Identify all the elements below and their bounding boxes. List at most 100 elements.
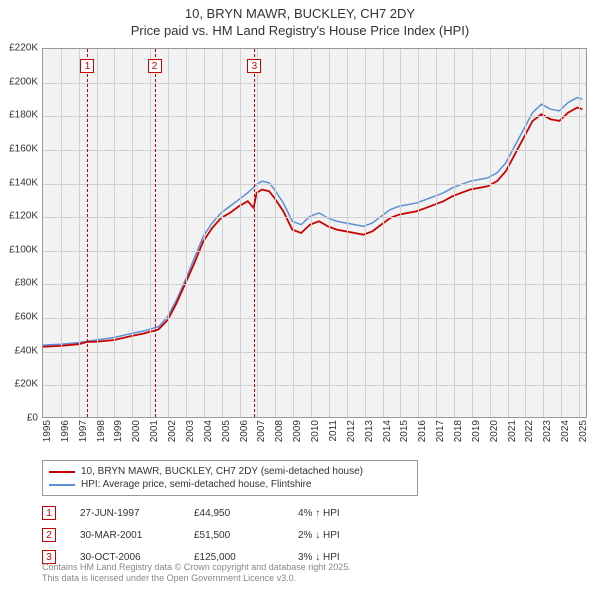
x-axis: 1995199619971998199920002001200220032004… — [42, 418, 587, 458]
x-tick-label: 2011 — [328, 420, 339, 442]
gridline-v — [490, 49, 491, 417]
attribution-line-2: This data is licensed under the Open Gov… — [42, 573, 351, 584]
gridline-v — [311, 49, 312, 417]
event-row-price: £51,500 — [194, 530, 274, 541]
gridline-v — [168, 49, 169, 417]
y-tick-label: £120K — [9, 211, 38, 222]
event-marker: 3 — [247, 59, 261, 73]
gridline-v — [293, 49, 294, 417]
legend-label: 10, BRYN MAWR, BUCKLEY, CH7 2DY (semi-de… — [81, 466, 363, 477]
x-tick-label: 2018 — [453, 420, 464, 442]
gridline-v — [222, 49, 223, 417]
title-line-1: 10, BRYN MAWR, BUCKLEY, CH7 2DY — [0, 6, 600, 23]
series-price_paid — [43, 108, 582, 347]
event-row-marker: 2 — [42, 528, 56, 542]
event-row-marker: 1 — [42, 506, 56, 520]
x-tick-label: 2013 — [364, 420, 375, 442]
event-row-price: £125,000 — [194, 552, 274, 563]
event-row-pct: 4% ↑ HPI — [298, 508, 378, 519]
series-hpi — [43, 98, 582, 346]
legend: 10, BRYN MAWR, BUCKLEY, CH7 2DY (semi-de… — [42, 460, 418, 496]
x-tick-label: 2021 — [507, 420, 518, 442]
gridline-v — [418, 49, 419, 417]
legend-label: HPI: Average price, semi-detached house,… — [81, 479, 312, 490]
gridline-h — [43, 284, 586, 285]
y-tick-label: £200K — [9, 76, 38, 87]
x-tick-label: 2003 — [185, 420, 196, 442]
gridline-h — [43, 352, 586, 353]
event-line — [87, 49, 88, 417]
legend-row: 10, BRYN MAWR, BUCKLEY, CH7 2DY (semi-de… — [49, 465, 411, 478]
gridline-v — [561, 49, 562, 417]
gridline-h — [43, 184, 586, 185]
x-tick-label: 2017 — [435, 420, 446, 442]
event-line — [155, 49, 156, 417]
x-tick-label: 1995 — [42, 420, 53, 442]
x-tick-label: 2007 — [256, 420, 267, 442]
x-tick-label: 2016 — [417, 420, 428, 442]
x-tick-label: 2019 — [471, 420, 482, 442]
gridline-v — [436, 49, 437, 417]
x-tick-label: 2008 — [274, 420, 285, 442]
y-axis: £0£20K£40K£60K£80K£100K£120K£140K£160K£1… — [0, 48, 42, 418]
x-tick-label: 2023 — [542, 420, 553, 442]
gridline-v — [454, 49, 455, 417]
y-tick-label: £220K — [9, 43, 38, 54]
x-tick-label: 1996 — [60, 420, 71, 442]
events-table: 127-JUN-1997£44,9504% ↑ HPI230-MAR-2001£… — [42, 502, 378, 568]
x-tick-label: 2001 — [149, 420, 160, 442]
x-tick-label: 2010 — [310, 420, 321, 442]
gridline-h — [43, 217, 586, 218]
gridline-v — [150, 49, 151, 417]
x-tick-label: 2006 — [239, 420, 250, 442]
x-tick-label: 1999 — [113, 420, 124, 442]
attribution: Contains HM Land Registry data © Crown c… — [42, 562, 351, 584]
event-row: 230-MAR-2001£51,5002% ↓ HPI — [42, 524, 378, 546]
event-row: 127-JUN-1997£44,9504% ↑ HPI — [42, 502, 378, 524]
x-tick-label: 2020 — [489, 420, 500, 442]
gridline-v — [508, 49, 509, 417]
gridline-v — [383, 49, 384, 417]
x-tick-label: 2000 — [131, 420, 142, 442]
gridline-h — [43, 251, 586, 252]
event-row-pct: 2% ↓ HPI — [298, 530, 378, 541]
gridline-v — [97, 49, 98, 417]
gridline-v — [365, 49, 366, 417]
x-tick-label: 2024 — [560, 420, 571, 442]
gridline-v — [79, 49, 80, 417]
x-tick-label: 2025 — [578, 420, 589, 442]
x-tick-label: 1997 — [78, 420, 89, 442]
gridline-v — [132, 49, 133, 417]
x-tick-label: 2014 — [382, 420, 393, 442]
y-tick-label: £0 — [27, 413, 38, 424]
gridline-v — [114, 49, 115, 417]
y-tick-label: £100K — [9, 244, 38, 255]
gridline-v — [525, 49, 526, 417]
x-tick-label: 2022 — [524, 420, 535, 442]
event-row-pct: 3% ↓ HPI — [298, 552, 378, 563]
y-tick-label: £40K — [15, 345, 38, 356]
title-line-2: Price paid vs. HM Land Registry's House … — [0, 23, 600, 40]
gridline-h — [43, 116, 586, 117]
x-tick-label: 2002 — [167, 420, 178, 442]
title-block: 10, BRYN MAWR, BUCKLEY, CH7 2DY Price pa… — [0, 0, 600, 42]
event-row-date: 27-JUN-1997 — [80, 508, 170, 519]
gridline-v — [543, 49, 544, 417]
legend-swatch — [49, 484, 75, 486]
gridline-v — [61, 49, 62, 417]
gridline-v — [347, 49, 348, 417]
gridline-v — [472, 49, 473, 417]
event-marker: 2 — [148, 59, 162, 73]
x-tick-label: 2009 — [292, 420, 303, 442]
y-tick-label: £20K — [15, 379, 38, 390]
gridline-v — [204, 49, 205, 417]
attribution-line-1: Contains HM Land Registry data © Crown c… — [42, 562, 351, 573]
event-line — [254, 49, 255, 417]
gridline-h — [43, 83, 586, 84]
event-row-date: 30-OCT-2006 — [80, 552, 170, 563]
gridline-h — [43, 150, 586, 151]
chart-container: 10, BRYN MAWR, BUCKLEY, CH7 2DY Price pa… — [0, 0, 600, 590]
x-tick-label: 2004 — [203, 420, 214, 442]
legend-row: HPI: Average price, semi-detached house,… — [49, 478, 411, 491]
gridline-v — [329, 49, 330, 417]
